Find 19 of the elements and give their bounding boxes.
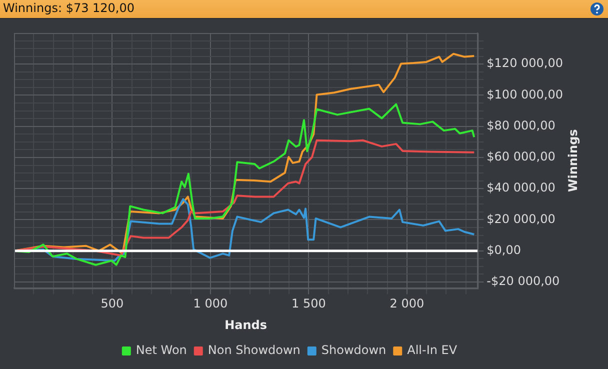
y-tick-label: $80 000,00 (486, 118, 556, 132)
legend-label: Non Showdown (208, 343, 300, 358)
y-tick-label: $120 000,00 (486, 56, 563, 70)
x-axis-title: Hands (224, 318, 268, 332)
y-axis-title: Winnings (566, 129, 580, 192)
y-tick-label: $100 000,00 (486, 87, 563, 102)
x-tick-label: 1 500 (292, 296, 326, 311)
legend-label: Showdown (321, 343, 386, 358)
y-tick-label: $40 000,00 (486, 180, 556, 195)
legend-label: All-In EV (407, 343, 458, 358)
y-tick-label: $20 000,00 (486, 212, 556, 226)
x-tick-label: 500 (100, 296, 124, 311)
x-tick-label: 2 000 (390, 296, 424, 311)
x-tick-label: 1 000 (193, 296, 228, 311)
legend-label: Net Won (136, 343, 187, 358)
chart-title: Winnings: $73 120,00 (3, 1, 135, 15)
y-tick-label: $60 000,00 (486, 150, 556, 164)
y-tick-label: $0,00 (486, 242, 522, 257)
y-tick-label: -$20 000,00 (486, 274, 560, 288)
